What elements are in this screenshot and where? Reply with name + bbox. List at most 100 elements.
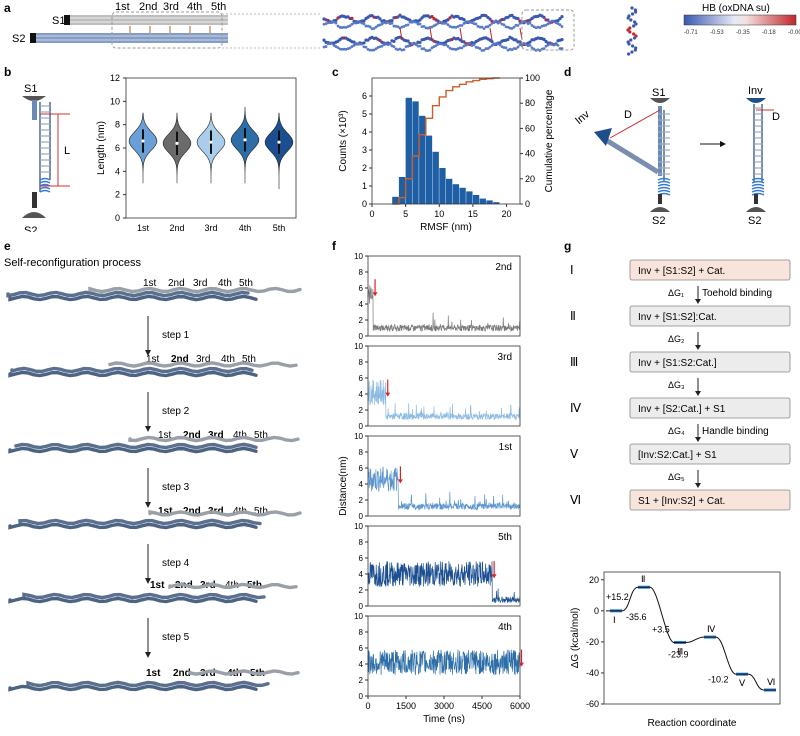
- a-sim-bead: [462, 40, 466, 44]
- c-y2tick-label: 100: [525, 73, 540, 83]
- b-length-label: L: [64, 145, 70, 157]
- a-s2-label: S2: [12, 33, 25, 45]
- c-ytick-label: 3: [362, 145, 367, 155]
- a-sim-bead: [366, 38, 370, 42]
- e-meta-label: 3rd: [196, 354, 210, 365]
- f-ytick-label: 8: [359, 358, 364, 367]
- e-step-label: step 1: [162, 330, 190, 341]
- a-sim-bead: [442, 43, 446, 47]
- e-fibre: [188, 669, 300, 676]
- g-energy-annotation: -35.6: [626, 612, 647, 622]
- e-meta-label: 5th: [239, 278, 253, 289]
- a-sim-bead: [434, 23, 438, 27]
- e-meta-label: 1st: [158, 430, 172, 441]
- e-fibre: [8, 522, 258, 530]
- e-step-arrowhead: [145, 350, 151, 356]
- panel-a: a S1 S2 1st 2nd 3rd 4th 5th HB (oxDNA su) -0…: [4, 1, 800, 56]
- d-left-stick: [658, 106, 662, 176]
- c-bar: [419, 115, 426, 204]
- a-sim-bead: [414, 42, 418, 46]
- a-sim2-bead: [634, 10, 638, 14]
- d-inv-plate: [594, 128, 612, 146]
- g-step-content: Inv + [S1:S2:Cat.]: [638, 358, 717, 369]
- g-transition-dg: ΔG₅: [668, 472, 685, 482]
- a-sim-bead: [560, 14, 564, 19]
- a-sim-bead: [488, 45, 492, 49]
- panel-g: g Ⅰ Inv + [S1:S2] + Cat. ΔG₁ Toehold bindin…: [564, 239, 791, 729]
- f-panel-frame: [367, 255, 521, 337]
- g-energy-ytick-label: -60: [586, 699, 599, 709]
- e-fibre: [88, 286, 302, 294]
- g-energy-state-label: Ⅰ: [613, 615, 616, 625]
- e-step-arrowhead: [145, 578, 151, 584]
- a-sim2-bead: [629, 38, 633, 42]
- c-plot-frame: [371, 77, 521, 205]
- a-sim-bead: [402, 48, 406, 52]
- g-step-roman: Ⅵ: [570, 493, 581, 507]
- e-fibre: [128, 435, 300, 443]
- e-meta-label: 1st: [150, 580, 165, 591]
- d-right-post: [754, 194, 758, 204]
- e-fibre: [8, 446, 258, 454]
- a-sim-bead: [364, 45, 368, 49]
- d-distance-line: [609, 109, 661, 139]
- e-meta-label: 5th: [254, 506, 268, 517]
- a-sim-bead: [558, 23, 562, 27]
- d-inv-label: Inv: [573, 108, 592, 127]
- f-drop-marker-head: [385, 392, 391, 397]
- f-ytick-label: 4: [359, 570, 364, 579]
- a-sim-bead: [340, 47, 344, 51]
- g-transition-arrowhead: [695, 483, 701, 488]
- b-ladder-coil: [39, 177, 51, 181]
- a-s1-label: S1: [52, 15, 65, 27]
- g-energy-state-label: Ⅴ: [739, 678, 746, 688]
- a-sim-bead: [488, 17, 492, 21]
- b-violin-median: [175, 141, 179, 145]
- g-step-content: S1 + [Inv:S2] + Cat.: [638, 496, 725, 507]
- a-sim-bead: [462, 18, 466, 22]
- a-sim-bead: [350, 22, 354, 26]
- a-colorbar-tick: -0.18: [762, 30, 776, 36]
- c-xtick-label: 10: [434, 209, 444, 219]
- a-sim-bead: [332, 43, 336, 47]
- a-sim-bead: [388, 42, 392, 46]
- a-sim-bead: [416, 22, 420, 26]
- a-sim-bead: [348, 46, 352, 50]
- f-ytick-label: 8: [359, 448, 364, 457]
- a-sim-bead: [530, 24, 534, 27]
- d-arrow-head: [720, 141, 726, 147]
- a-sim-bead: [370, 48, 374, 52]
- c-bar: [459, 187, 466, 204]
- a-sim-bead: [514, 47, 518, 51]
- a-sim2-bead: [627, 52, 631, 56]
- g-transition-dg: ΔG₁: [668, 288, 684, 298]
- g-step-content: Inv + [S1:S2] + Cat.: [638, 266, 725, 277]
- d-left-top-plate: [650, 98, 670, 103]
- f-ytick-label: 6: [359, 644, 364, 653]
- a-sim-bead: [504, 46, 508, 50]
- b-ytick-label: 10: [110, 96, 120, 106]
- a-sim-bead: [498, 21, 502, 24]
- g-step-box: [629, 443, 791, 465]
- e-fibre: [8, 294, 258, 302]
- f-ytick-label: 6: [359, 464, 364, 473]
- a-sim-bead: [446, 18, 450, 22]
- a-sim-bead: [350, 16, 354, 21]
- c-ytick-label: 1: [362, 181, 367, 191]
- b-bottom-plate: [22, 212, 46, 218]
- a-sim-bead: [528, 21, 532, 25]
- f-ytick-label: 4: [359, 480, 364, 489]
- a-sim-bead: [430, 25, 434, 29]
- a-sim-bead: [542, 47, 546, 51]
- a-sim-bead: [372, 48, 376, 52]
- e-meta-label: 1st: [143, 278, 157, 289]
- c-y2label: Cumulative percentage: [544, 89, 555, 192]
- f-ytick-label: 10: [354, 342, 363, 351]
- panel-g-label: g: [564, 239, 571, 253]
- a-colorbar-tick: -0.00: [788, 30, 800, 36]
- g-energy-annotation: -10.2: [708, 674, 729, 684]
- e-title: Self-reconfiguration process: [4, 257, 141, 269]
- e-step-arrowhead: [145, 652, 151, 658]
- d-right-top-plate: [746, 98, 766, 103]
- a-sim-bead: [362, 22, 366, 26]
